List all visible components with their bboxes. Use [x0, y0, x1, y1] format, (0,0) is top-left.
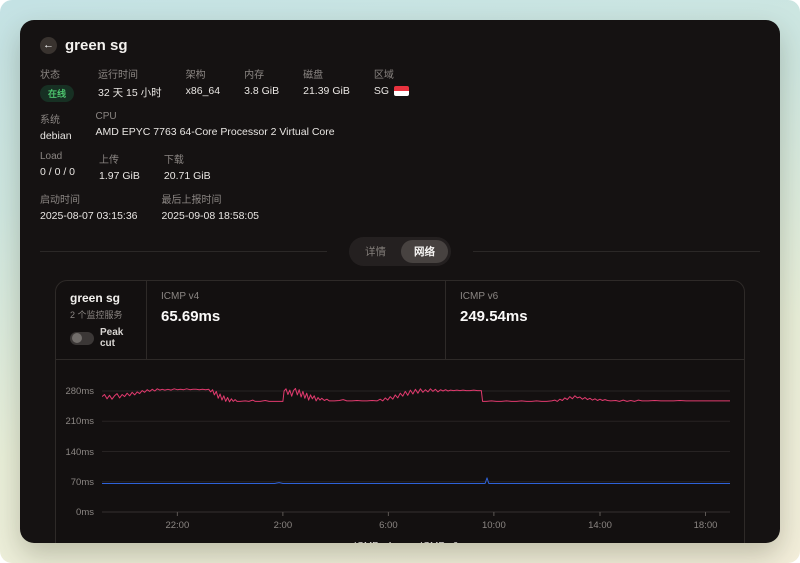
x-tick-label: 22:00 [165, 520, 190, 531]
x-tick-label: 14:00 [588, 520, 612, 531]
info-cell: 下载 20.71 GiB [164, 151, 211, 182]
info-row: 系统 debian CPU AMD EPYC 7763 64-Core Process… [40, 111, 760, 142]
info-label: 下载 [163, 155, 184, 166]
network-monitor-panel: green sg 2 个监控服务 Peak cut ICMP v4 65.69m… [55, 280, 745, 543]
info-label: CPU [95, 111, 117, 122]
y-tick-label: 70ms [70, 476, 94, 488]
legend-label: ICMP v4 [354, 541, 392, 543]
x-tick-label: 2:00 [273, 520, 293, 531]
page-title: green sg [65, 36, 128, 54]
info-row: 启动时间 2025-08-07 03:15:36 最后上报时间 2025-09-08 … [40, 191, 760, 222]
info-value: 21.39 GiB [303, 85, 350, 97]
info-label: 磁盘 [303, 70, 324, 81]
info-row: Load 0 / 0 / 0 上传 1.97 GiB 下载 20.71 GiB [40, 151, 760, 182]
monitor-server-name: green sg [70, 291, 121, 305]
tab-bar: 详情 网络 [40, 237, 760, 266]
chart-legend: ICMP v4 ICMP v6 [56, 541, 744, 543]
info-cell: 最后上报时间 2025-09-08 18:58:05 [162, 191, 260, 222]
monitor-count: 2 个监控服务 [70, 310, 123, 320]
service-icmp-v6[interactable]: ICMP v6 249.54ms [445, 281, 744, 359]
x-axis-labels: 22:00 2:00 6:00 10:00 14:00 18:00 [102, 518, 730, 534]
y-tick-label: 140ms [65, 446, 94, 458]
status-badge: 在线 [40, 85, 75, 102]
info-value: SG [374, 85, 409, 97]
y-tick-label: 0ms [76, 507, 94, 518]
info-label: 状态 [40, 70, 60, 81]
service-icmp-v4[interactable]: ICMP v4 65.69ms [146, 281, 445, 359]
info-cell: 上传 1.97 GiB [99, 151, 140, 182]
info-cell: 启动时间 2025-08-07 03:15:36 [40, 191, 138, 222]
service-name: ICMP v4 [161, 291, 200, 302]
info-cell: 磁盘 21.39 GiB [303, 66, 350, 97]
info-cell: 状态 在线 [40, 66, 75, 102]
x-tick-label: 18:00 [693, 520, 718, 531]
monitor-header: green sg 2 个监控服务 Peak cut ICMP v4 65.69m… [56, 281, 744, 360]
info-label: 上传 [99, 155, 120, 166]
y-tick-label: 280ms [65, 386, 94, 397]
info-cell: 系统 debian [40, 111, 72, 142]
latency-line-chart [102, 376, 730, 516]
series-line-icmp-v4 [102, 478, 730, 484]
info-cell: CPU AMD EPYC 7763 64-Core Processor 2 Vir… [96, 111, 335, 138]
info-value: 在线 [40, 85, 75, 102]
legend-label: ICMP v6 [420, 541, 458, 543]
tab-details[interactable]: 详情 [365, 246, 386, 258]
info-label: 内存 [244, 70, 265, 81]
legend-item-icmp-v6[interactable]: ICMP v6 [408, 541, 458, 543]
info-cell: 运行时间 32 天 15 小时 [98, 66, 162, 100]
x-tick-label: 6:00 [379, 520, 398, 531]
info-cell: 区域 SG [374, 66, 409, 97]
info-value: 2025-08-07 03:15:36 [40, 210, 138, 222]
header: ← green sg [40, 34, 760, 56]
info-value: 2025-09-08 18:58:05 [161, 210, 260, 222]
info-label: 启动时间 [40, 195, 80, 206]
info-row: 状态在线 运行时间 32 天 15 小时 架构 x86_64 内存 3.8 GiB 磁盘 21.… [40, 66, 760, 102]
toggle-knob-icon [72, 333, 82, 343]
x-tick-label: 10:00 [481, 520, 506, 531]
server-detail-card: ← green sg 状态在线 运行时间 32 天 15 小时 架构 x86_64 内存 3… [20, 20, 780, 543]
singapore-flag-icon [394, 86, 409, 96]
service-latency: 249.54ms [460, 308, 528, 325]
peak-cut-label: Peak cut [100, 327, 124, 349]
info-label: 运行时间 [98, 70, 139, 81]
info-cell: 内存 3.8 GiB [244, 66, 279, 97]
info-value: AMD EPYC 7763 64-Core Processor 2 Virtua… [95, 126, 335, 138]
info-cell: 架构 x86_64 [186, 66, 220, 97]
divider-right [473, 251, 760, 252]
service-latency: 65.69ms [161, 308, 221, 325]
info-value: 3.8 GiB [244, 85, 280, 97]
y-tick-label: 210ms [65, 416, 94, 428]
tab-group: 详情 网络 [349, 237, 451, 266]
server-info-grid: 状态在线 运行时间 32 天 15 小时 架构 x86_64 内存 3.8 GiB 磁盘 21.… [40, 66, 760, 222]
series-line-icmp-v6 [102, 388, 730, 401]
info-cell: Load 0 / 0 / 0 [40, 151, 75, 178]
info-value: 32 天 15 小时 [98, 87, 162, 99]
peak-cut-toggle[interactable] [70, 331, 94, 345]
region-code: SG [373, 85, 389, 97]
peak-cut-row: Peak cut [70, 327, 132, 349]
info-value: x86_64 [185, 85, 221, 97]
back-button[interactable]: ← [40, 36, 57, 54]
info-label: 架构 [185, 70, 206, 81]
y-axis-labels: 0ms 70ms 140ms 210ms 280ms [56, 376, 102, 518]
info-label: Load [40, 151, 63, 162]
info-label: 区域 [373, 70, 394, 81]
divider-left [40, 251, 327, 252]
monitor-summary: green sg 2 个监控服务 Peak cut [56, 281, 146, 359]
info-label: 最后上报时间 [161, 195, 222, 206]
back-arrow-icon: ← [43, 38, 54, 51]
info-value: 0 / 0 / 0 [40, 166, 76, 178]
chart-plot-area [102, 376, 730, 516]
info-value: debian [40, 130, 72, 142]
tab-network[interactable]: 网络 [401, 240, 448, 263]
service-name: ICMP v6 [460, 291, 499, 302]
legend-item-icmp-v4[interactable]: ICMP v4 [342, 541, 392, 543]
info-label: 系统 [40, 115, 60, 126]
info-value: 20.71 GiB [163, 170, 211, 182]
info-value: 1.97 GiB [99, 170, 140, 182]
latency-chart: 0ms 70ms 140ms 210ms 280ms [56, 360, 744, 518]
